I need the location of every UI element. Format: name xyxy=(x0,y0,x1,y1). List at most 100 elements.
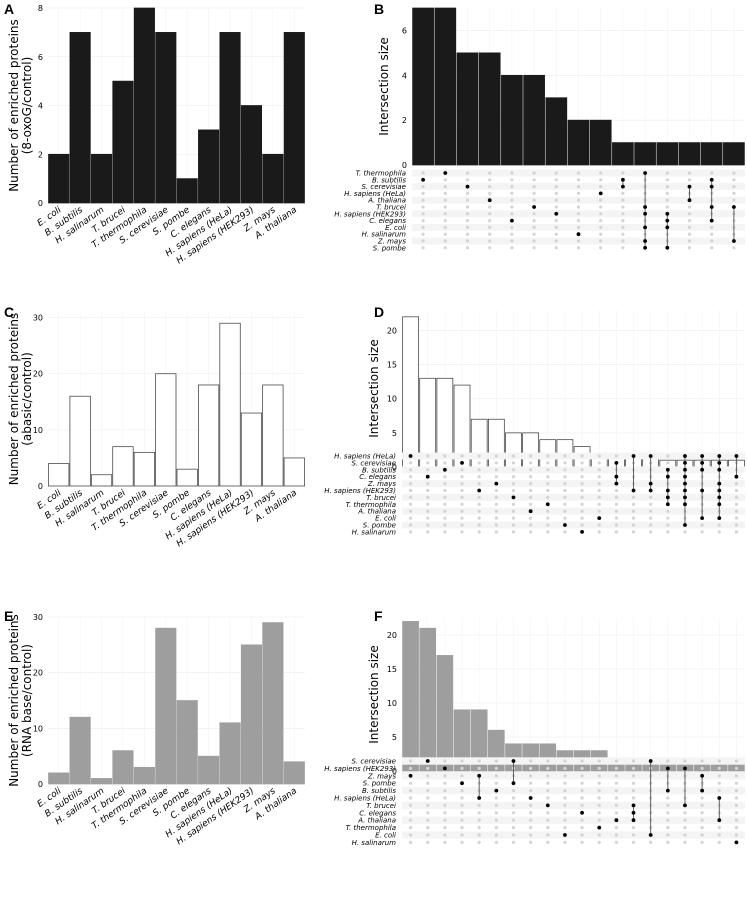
matrix-dot-off-1-0-7 xyxy=(421,219,425,223)
matrix-dot-off-5-11-11 xyxy=(597,840,601,845)
matrix-dot-off-3-8-1 xyxy=(546,461,550,465)
matrix-dot-off-1-6-11 xyxy=(554,246,558,250)
matrix-dot-off-5-15-7 xyxy=(666,811,670,815)
matrix-dot-off-5-9-8 xyxy=(563,818,567,822)
matrix-dot-on-5-12-8 xyxy=(614,818,619,823)
matrix-dot-off-5-9-6 xyxy=(563,803,567,808)
matrix-dot-off-1-5-0 xyxy=(532,171,536,175)
matrix-dot-off-5-19-2 xyxy=(734,774,739,778)
matrix-dot-off-3-7-1 xyxy=(529,461,533,465)
intersection-bar-1-11 xyxy=(656,142,679,166)
matrix-dot-on-1-10-10 xyxy=(643,239,647,243)
matrix-dot-off-1-4-1 xyxy=(510,178,514,182)
matrix-dot-on-5-16-1 xyxy=(683,766,687,771)
matrix-dot-off-3-4-9 xyxy=(477,516,481,520)
matrix-dot-off-1-2-0 xyxy=(465,171,470,175)
matrix-dot-off-3-1-9 xyxy=(426,516,430,520)
matrix-dot-off-5-0-10 xyxy=(408,833,413,837)
matrix-dot-on-5-8-6 xyxy=(545,803,550,808)
matrix-dot-off-5-1-5 xyxy=(426,796,430,800)
ytick-label-2-1: 10 xyxy=(33,426,43,435)
matrix-dot-off-3-12-10 xyxy=(614,523,618,527)
bar-2-4 xyxy=(133,451,155,487)
matrix-dot-off-1-9-9 xyxy=(621,232,625,236)
matrix-dot-on-3-5-4 xyxy=(494,481,499,486)
upset-ytick-label-5-0: 0 xyxy=(392,767,397,776)
matrix-dot-off-1-3-5 xyxy=(488,205,492,209)
matrix-dot-off-5-2-6 xyxy=(443,803,447,808)
matrix-dot-off-3-9-0 xyxy=(563,454,567,458)
bar-4-6 xyxy=(176,700,198,785)
matrix-dot-off-5-16-0 xyxy=(683,759,687,763)
matrix-dot-on-1-10-8 xyxy=(643,225,647,230)
matrix-dot-off-1-7-7 xyxy=(576,219,581,223)
matrix-dot-off-3-6-10 xyxy=(511,523,516,527)
matrix-dot-off-1-0-10 xyxy=(421,239,425,243)
matrix-dot-off-3-4-10 xyxy=(477,523,481,527)
matrix-dot-off-1-0-5 xyxy=(421,205,425,209)
matrix-dot-off-5-8-0 xyxy=(546,759,550,763)
matrix-dot-off-3-0-5 xyxy=(408,488,413,493)
matrix-dot-off-5-17-9 xyxy=(700,826,704,830)
matrix-dot-off-5-3-4 xyxy=(460,789,464,793)
matrix-dot-off-1-5-1 xyxy=(532,178,536,182)
bar-4-9 xyxy=(240,644,263,785)
bar-0-3 xyxy=(112,80,134,204)
matrix-dot-off-5-3-0 xyxy=(460,759,464,763)
matrix-dot-off-3-7-3 xyxy=(529,475,533,479)
matrix-dot-off-3-3-0 xyxy=(460,454,464,458)
matrix-dot-off-1-2-10 xyxy=(465,239,470,243)
matrix-dot-off-5-12-6 xyxy=(614,803,618,808)
matrix-dot-off-3-11-8 xyxy=(597,509,601,513)
matrix-dot-off-1-1-10 xyxy=(443,239,447,243)
matrix-dot-off-1-9-8 xyxy=(621,225,625,229)
matrix-dot-off-1-0-6 xyxy=(421,212,425,216)
matrix-dot-on-3-9-10 xyxy=(563,523,567,527)
matrix-dot-off-1-5-8 xyxy=(532,225,536,229)
upset-ytick-label-5-2: 10 xyxy=(387,699,397,708)
matrix-dot-on-3-17-1 xyxy=(700,461,705,465)
matrix-dot-off-3-12-9 xyxy=(614,516,618,520)
matrix-dot-off-1-4-5 xyxy=(510,205,514,209)
matrix-dot-off-5-2-8 xyxy=(443,818,447,822)
matrix-dot-off-1-6-5 xyxy=(554,205,558,209)
matrix-dot-off-3-10-0 xyxy=(580,454,584,458)
matrix-dot-off-1-1-11 xyxy=(443,246,447,250)
matrix-dot-off-1-2-7 xyxy=(465,219,470,223)
matrix-dot-off-5-2-2 xyxy=(443,774,447,778)
matrix-dot-off-3-4-0 xyxy=(477,454,481,458)
matrix-dot-off-5-9-4 xyxy=(563,789,567,793)
matrix-dot-on-1-1-0 xyxy=(443,171,448,175)
matrix-dot-off-5-9-7 xyxy=(563,811,567,815)
matrix-dot-off-5-12-7 xyxy=(614,811,618,815)
matrix-dot-off-1-0-0 xyxy=(421,171,425,175)
matrix-dot-off-1-5-7 xyxy=(532,219,536,223)
matrix-dot-off-5-5-0 xyxy=(494,759,498,763)
matrix-dot-off-5-11-2 xyxy=(597,774,601,778)
matrix-dot-on-3-14-5 xyxy=(648,488,653,493)
ytick-label-4-2: 20 xyxy=(33,669,43,678)
matrix-dot-on-5-14-10 xyxy=(648,833,653,837)
matrix-dot-on-3-18-9 xyxy=(717,516,722,520)
matrix-dot-on-3-17-9 xyxy=(700,516,705,520)
matrix-dot-off-5-19-0 xyxy=(734,759,739,763)
matrix-dot-on-1-12-2 xyxy=(687,184,692,189)
matrix-row-band-3-6 xyxy=(402,493,745,501)
intersection-bar-5-1 xyxy=(419,627,437,772)
matrix-dot-off-1-7-8 xyxy=(576,225,581,229)
matrix-dot-off-3-6-5 xyxy=(511,488,516,493)
matrix-dot-off-5-18-0 xyxy=(717,759,721,763)
matrix-dot-off-3-12-0 xyxy=(614,454,618,458)
matrix-dot-off-5-9-11 xyxy=(563,840,567,845)
matrix-dot-on-1-4-7 xyxy=(510,218,514,223)
panel-label-b: B xyxy=(374,1,384,17)
matrix-dot-off-3-7-11 xyxy=(529,530,533,534)
matrix-dot-off-1-5-3 xyxy=(532,191,536,195)
matrix-dot-off-5-10-2 xyxy=(580,774,584,778)
matrix-dot-off-3-11-0 xyxy=(597,454,601,458)
matrix-dot-off-1-3-11 xyxy=(488,246,492,250)
intersection-bar-1-3 xyxy=(478,52,501,166)
matrix-dot-off-3-14-11 xyxy=(649,530,653,534)
matrix-dot-on-3-11-9 xyxy=(597,516,602,520)
